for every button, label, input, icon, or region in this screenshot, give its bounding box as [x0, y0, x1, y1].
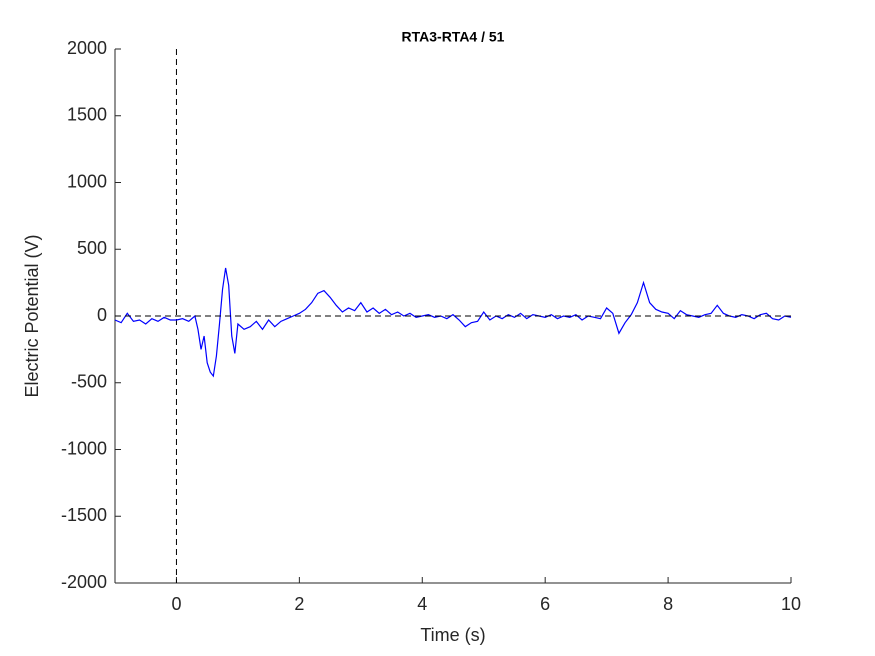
x-tick-label: 4 — [417, 594, 427, 614]
x-tick-label: 0 — [171, 594, 181, 614]
x-tick-label: 2 — [294, 594, 304, 614]
signal-line — [114, 267, 792, 378]
x-tick-label: 8 — [663, 594, 673, 614]
y-tick-label: 1500 — [67, 105, 107, 125]
y-tick-label: -500 — [71, 372, 107, 392]
y-tick-label: 1000 — [67, 171, 107, 191]
y-tick-label: -1000 — [61, 438, 107, 458]
x-tick-label: 10 — [781, 594, 801, 614]
y-tick-label: -1500 — [61, 505, 107, 525]
y-tick-label: 2000 — [67, 38, 107, 58]
y-tick-label: 500 — [77, 238, 107, 258]
y-axis-label: Electric Potential (V) — [22, 234, 42, 397]
y-tick-label: 0 — [97, 305, 107, 325]
x-tick-label: 6 — [540, 594, 550, 614]
chart-title: RTA3-RTA4 / 51 — [402, 29, 505, 45]
x-axis-label: Time (s) — [420, 625, 485, 645]
y-tick-label: -2000 — [61, 572, 107, 592]
